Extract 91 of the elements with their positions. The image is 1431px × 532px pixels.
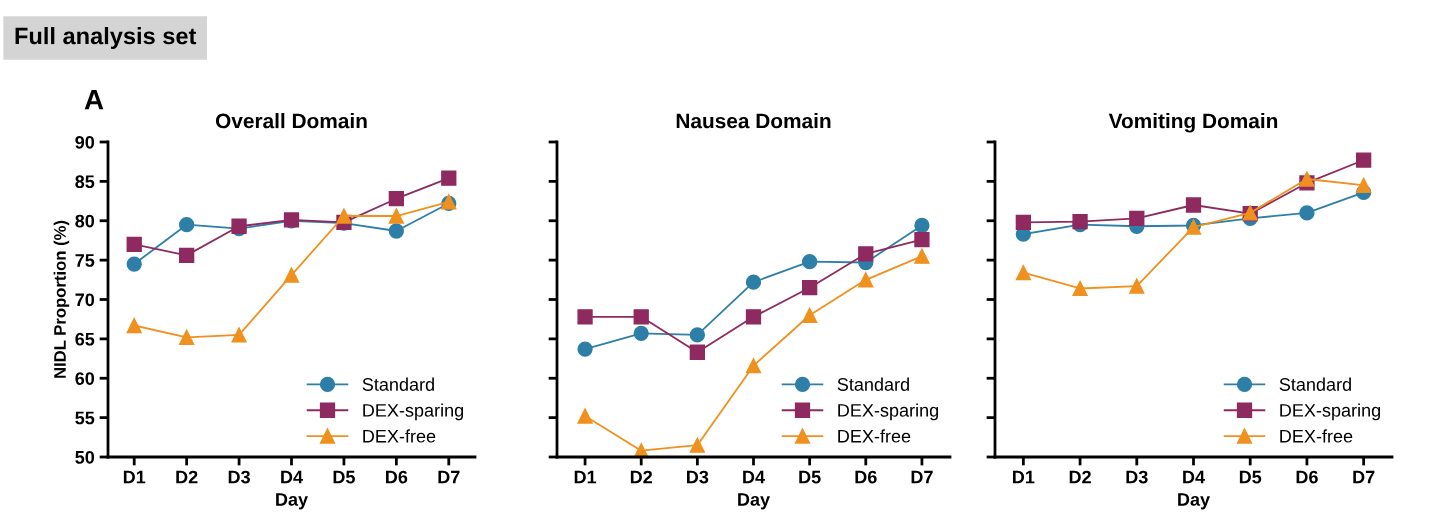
point: [745, 309, 762, 325]
y-tick-label: 85: [75, 175, 95, 189]
y-tick-label: 65: [75, 332, 95, 346]
point: [689, 344, 705, 360]
point: [179, 329, 195, 345]
point: [914, 232, 930, 248]
point: [1072, 280, 1088, 297]
point: [858, 246, 874, 262]
x-tick-label: D4: [281, 470, 303, 484]
y-tick-label: 80: [75, 214, 95, 228]
point: [1299, 205, 1315, 221]
legend-label: DEX-sparing: [838, 403, 939, 421]
x-axis-title: Day: [1178, 493, 1210, 510]
point: [388, 191, 404, 207]
point: [1185, 197, 1202, 213]
y-tick-label: 70: [75, 293, 95, 307]
x-tick-label: D7: [1353, 470, 1375, 484]
point: [914, 217, 930, 234]
x-tick-label: D5: [1239, 470, 1262, 484]
point: [388, 208, 404, 224]
point: [1299, 171, 1315, 187]
chart-title: Overall Domain: [215, 113, 367, 129]
legend-label: Standard: [837, 377, 909, 391]
legend-label: DEX-free: [838, 429, 911, 443]
y-tick-label: 55: [75, 411, 95, 425]
point: [802, 307, 818, 323]
x-tick-label: D2: [630, 470, 653, 484]
legend-label: DEX-sparing: [1280, 403, 1381, 421]
point: [914, 248, 930, 264]
point: [1356, 152, 1372, 168]
point: [179, 217, 195, 233]
x-tick-label: D4: [1183, 470, 1205, 484]
x-tick-label: D1: [123, 470, 146, 484]
point: [1015, 265, 1031, 281]
point: [689, 327, 705, 343]
point: [231, 327, 247, 343]
point: [577, 309, 593, 325]
chart-title: Nausea Domain: [676, 113, 831, 129]
point: [1072, 213, 1088, 230]
point: [1015, 214, 1031, 230]
x-tick-label: D3: [687, 470, 709, 484]
point: [577, 341, 593, 357]
legend-label: DEX-free: [1280, 429, 1353, 443]
x-tick-label: D2: [1069, 470, 1091, 484]
x-tick-label: D1: [1013, 470, 1035, 484]
text: A: [84, 90, 104, 110]
point: [126, 236, 142, 253]
x-tick-label: D7: [438, 470, 460, 484]
point: [179, 247, 195, 264]
point: [388, 223, 404, 239]
x-tick-label: D3: [228, 470, 250, 484]
x-tick-label: D6: [855, 470, 877, 484]
x-axis-title: Day: [738, 493, 770, 510]
y-tick-label: 50: [75, 450, 95, 464]
point: [802, 280, 818, 296]
point: [1129, 210, 1145, 227]
x-tick-label: D7: [911, 470, 933, 484]
x-tick-label: D1: [574, 470, 597, 484]
text: Full analysis set: [15, 27, 197, 49]
point: [745, 274, 762, 290]
y-tick-label: 90: [75, 135, 95, 149]
point: [336, 208, 352, 224]
y-axis-title: NIDL Proportion (%): [53, 220, 70, 378]
legend-label: Standard: [362, 377, 434, 391]
x-axis-title: Day: [276, 493, 308, 510]
legend-label: DEX-free: [363, 429, 436, 443]
legend-label: DEX-sparing: [363, 403, 464, 421]
point: [633, 325, 649, 342]
x-tick-label: D4: [743, 470, 765, 484]
x-tick-label: D3: [1126, 470, 1148, 484]
point: [745, 358, 762, 374]
point: [858, 272, 874, 288]
y-tick-label: 60: [75, 372, 95, 385]
y-tick-label: 75: [75, 254, 95, 267]
x-tick-label: D2: [176, 470, 198, 484]
point: [689, 437, 705, 453]
point: [441, 170, 457, 186]
x-tick-label: D6: [386, 470, 408, 484]
point: [126, 317, 142, 334]
point: [633, 309, 649, 325]
x-tick-label: D5: [799, 470, 821, 484]
point: [802, 254, 818, 270]
point: [577, 408, 593, 424]
point: [126, 256, 142, 272]
x-tick-label: D6: [1296, 470, 1318, 484]
chart-title: Vomiting Domain: [1108, 113, 1278, 133]
legend-label: Standard: [1279, 377, 1351, 391]
x-tick-label: D5: [333, 470, 355, 484]
point: [1129, 278, 1145, 294]
point: [1356, 177, 1372, 193]
point: [283, 267, 300, 283]
